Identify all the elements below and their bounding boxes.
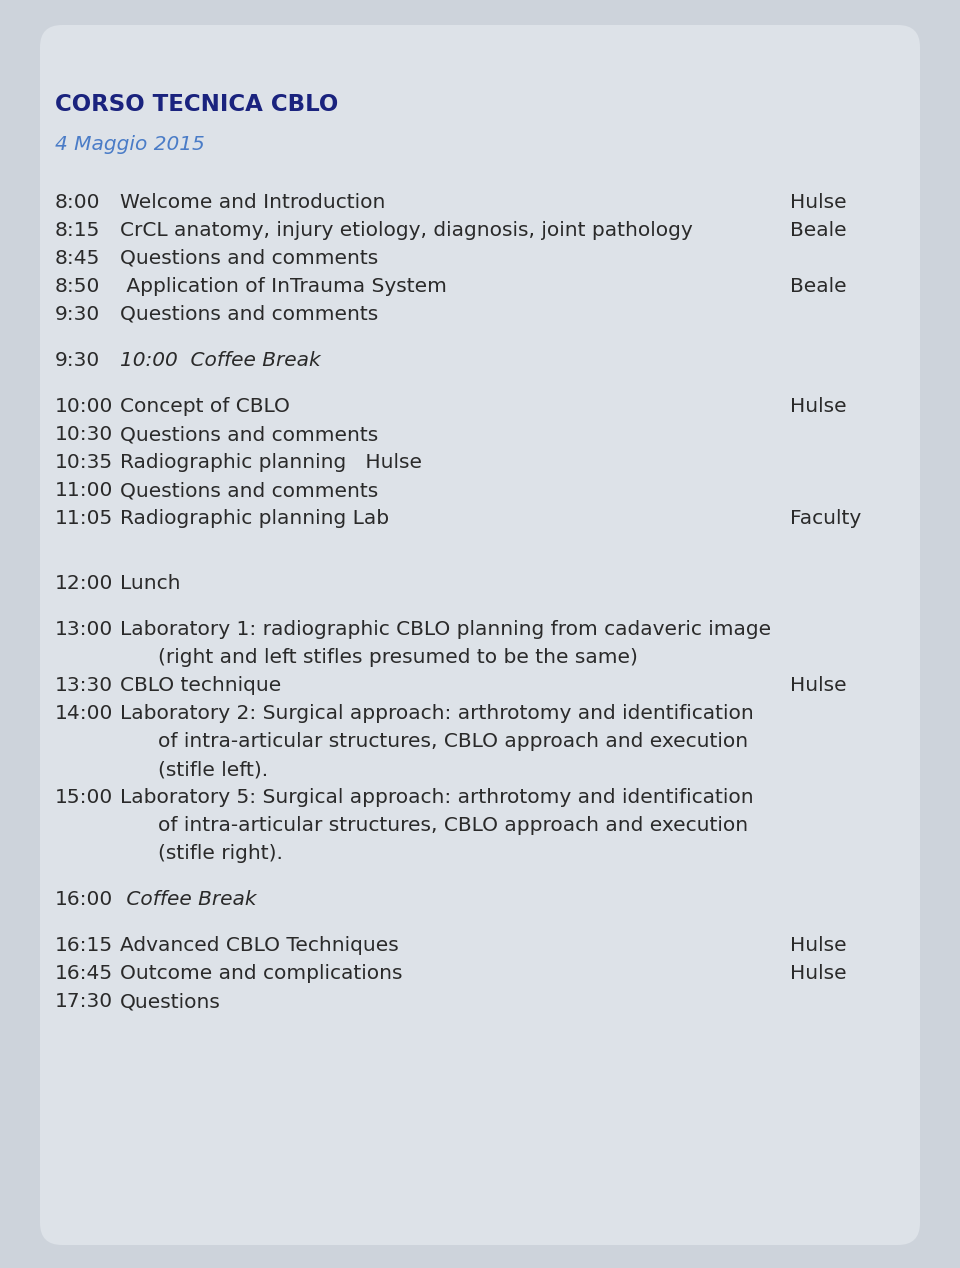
Text: 17:30: 17:30 xyxy=(55,993,113,1012)
Text: Questions and comments: Questions and comments xyxy=(120,425,378,444)
Text: Questions and comments: Questions and comments xyxy=(120,482,378,501)
Text: 10:30: 10:30 xyxy=(55,425,113,444)
Text: CORSO TECNICA CBLO: CORSO TECNICA CBLO xyxy=(55,93,338,115)
Text: 8:15: 8:15 xyxy=(55,221,101,240)
Text: Lunch: Lunch xyxy=(120,574,180,593)
Text: 9:30: 9:30 xyxy=(55,306,100,325)
Text: 16:45: 16:45 xyxy=(55,965,113,984)
Text: Radiographic planning   Hulse: Radiographic planning Hulse xyxy=(120,454,422,473)
Text: Laboratory 2: Surgical approach: arthrotomy and identification: Laboratory 2: Surgical approach: arthrot… xyxy=(120,704,754,723)
Text: Hulse: Hulse xyxy=(790,676,847,695)
Text: 8:50: 8:50 xyxy=(55,276,101,295)
Text: Laboratory 5: Surgical approach: arthrotomy and identification: Laboratory 5: Surgical approach: arthrot… xyxy=(120,787,754,806)
Text: 11:00: 11:00 xyxy=(55,482,113,501)
Text: 10:00  ​Coffee Break: 10:00 ​Coffee Break xyxy=(120,351,321,370)
FancyBboxPatch shape xyxy=(40,25,920,1245)
Text: Hulse: Hulse xyxy=(790,193,847,212)
Text: 16:00: 16:00 xyxy=(55,890,113,909)
Text: 10:35: 10:35 xyxy=(55,454,113,473)
Text: Hulse: Hulse xyxy=(790,936,847,955)
Text: 8:00: 8:00 xyxy=(55,193,101,212)
Text: Advanced CBLO Techniques: Advanced CBLO Techniques xyxy=(120,936,398,955)
Text: Hulse: Hulse xyxy=(790,965,847,984)
Text: CrCL anatomy, injury etiology, diagnosis, joint pathology: CrCL anatomy, injury etiology, diagnosis… xyxy=(120,221,693,240)
Text: Laboratory 1: radiographic CBLO planning from cadaveric image: Laboratory 1: radiographic CBLO planning… xyxy=(120,620,771,639)
Text: 13:00: 13:00 xyxy=(55,620,113,639)
Text: 10:00: 10:00 xyxy=(55,397,113,416)
Text: Beale: Beale xyxy=(790,221,847,240)
Text: Questions and comments: Questions and comments xyxy=(120,249,378,268)
Text: 16:15: 16:15 xyxy=(55,936,113,955)
Text: Questions and comments: Questions and comments xyxy=(120,306,378,325)
Text: 4 Maggio 2015: 4 Maggio 2015 xyxy=(55,134,204,153)
Text: 12:00: 12:00 xyxy=(55,574,113,593)
Text: of intra-articular structures, CBLO approach and execution: of intra-articular structures, CBLO appr… xyxy=(158,732,748,751)
Text: Welcome and Introduction: Welcome and Introduction xyxy=(120,193,385,212)
Text: Faculty: Faculty xyxy=(790,510,861,529)
Text: 15:00: 15:00 xyxy=(55,787,113,806)
Text: Questions: Questions xyxy=(120,993,221,1012)
Text: Radiographic planning Lab: Radiographic planning Lab xyxy=(120,510,389,529)
Text: 11:05: 11:05 xyxy=(55,510,113,529)
Text: Application of InTrauma System: Application of InTrauma System xyxy=(120,276,446,295)
Text: Hulse: Hulse xyxy=(790,397,847,416)
Text: (stifle left).: (stifle left). xyxy=(158,760,268,779)
Text: of intra-articular structures, CBLO approach and execution: of intra-articular structures, CBLO appr… xyxy=(158,817,748,836)
Text: 8:45: 8:45 xyxy=(55,249,101,268)
Text: Beale: Beale xyxy=(790,276,847,295)
Text: 14:00: 14:00 xyxy=(55,704,113,723)
Text: Coffee Break: Coffee Break xyxy=(120,890,256,909)
Text: Concept of CBLO: Concept of CBLO xyxy=(120,397,290,416)
Text: 13:30: 13:30 xyxy=(55,676,113,695)
Text: (stifle right).: (stifle right). xyxy=(158,844,283,864)
Text: 9:30: 9:30 xyxy=(55,351,100,370)
Text: Outcome and complications: Outcome and complications xyxy=(120,965,402,984)
Text: CBLO technique: CBLO technique xyxy=(120,676,281,695)
Text: (right and left stifles presumed to be the same): (right and left stifles presumed to be t… xyxy=(158,648,637,667)
